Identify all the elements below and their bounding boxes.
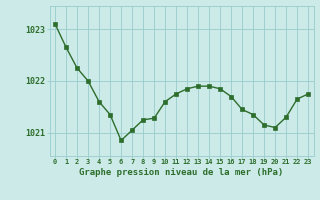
X-axis label: Graphe pression niveau de la mer (hPa): Graphe pression niveau de la mer (hPa)	[79, 168, 284, 177]
